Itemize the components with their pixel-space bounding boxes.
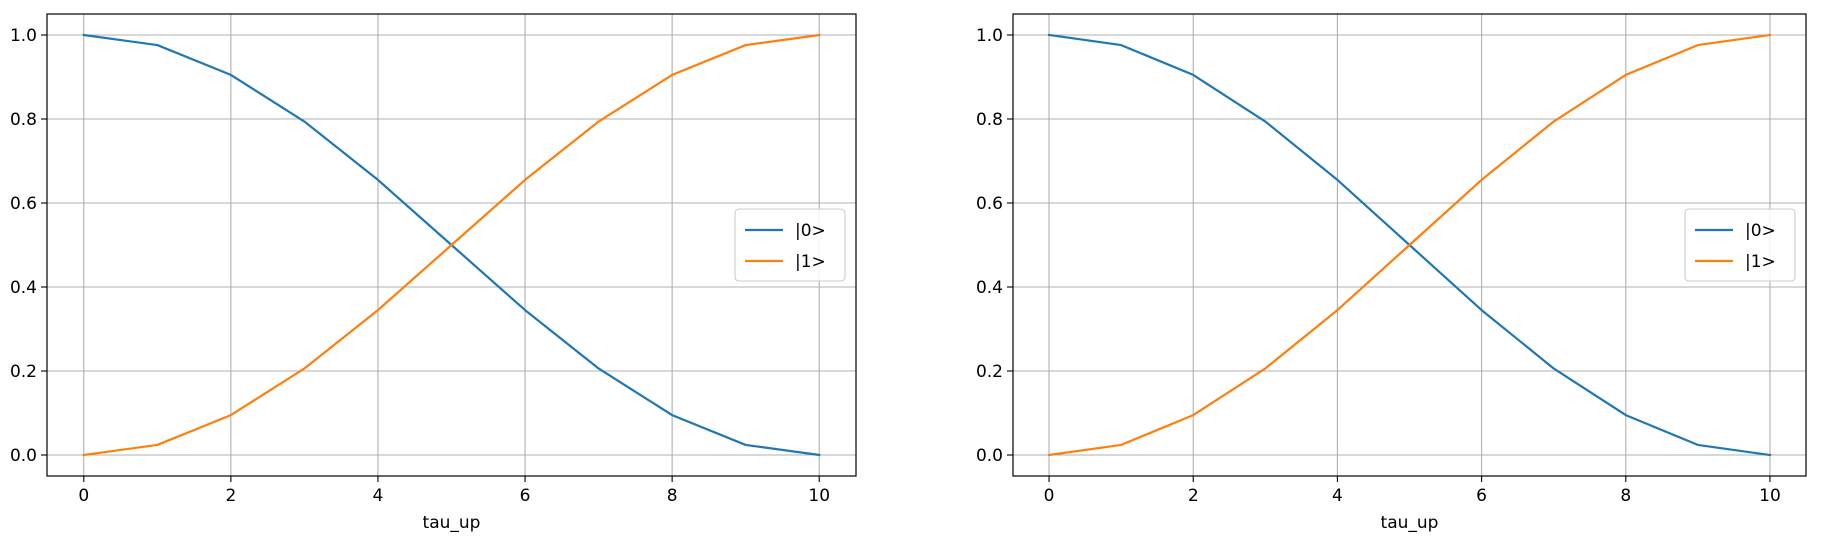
x-tick-label: 4 [373,486,384,506]
legend-label: |0> [1745,221,1776,241]
x-axis-label: tau_up [423,513,481,533]
y-tick-label: 0.4 [10,278,37,298]
series-line-ket1 [82,33,821,457]
y-tick-label: 1.0 [976,26,1003,46]
x-tick-label: 6 [520,486,531,506]
x-tick-label: 10 [808,486,830,506]
y-tick-label: 1.0 [10,26,37,46]
x-tick-label: 2 [225,486,236,506]
y-tick-label: 0.6 [10,194,37,214]
x-tick-label: 0 [78,486,89,506]
legend-label: |1> [795,252,826,272]
chart-panel-2: 0 2 4 6 8 10 0.0 0.2 0.4 0.6 0.8 1.0 tau_up |0> |1> [976,13,1807,533]
y-tick-label: 0.4 [976,278,1003,298]
chart-panel-1: 0 2 4 6 8 10 0.0 0.2 0.4 0.6 0.8 1.0 tau_up |0> |1> [10,13,857,533]
axes-frame [1012,13,1807,477]
legend: |0> |1> [734,208,846,282]
x-tick-label: 8 [667,486,678,506]
x-axis-label: tau_up [1381,513,1439,533]
series-line-ket1 [1047,33,1772,457]
y-tick-label: 0.2 [10,362,37,382]
y-tick-label: 0.0 [10,446,37,466]
x-tick-label: 4 [1332,486,1343,506]
x-tick-label: 10 [1759,486,1781,506]
legend-label: |1> [1745,252,1776,272]
x-tick-label: 0 [1044,486,1055,506]
y-tick-label: 0.0 [976,446,1003,466]
legend-box [734,208,846,282]
legend-box [1684,208,1796,282]
x-tick-label: 2 [1188,486,1199,506]
axes-frame [46,13,857,477]
x-tick-label: 8 [1620,486,1631,506]
legend-label: |0> [795,221,826,241]
y-tick-label: 0.8 [976,110,1003,130]
legend: |0> |1> [1684,208,1796,282]
y-tick-label: 0.8 [10,110,37,130]
y-tick-label: 0.2 [976,362,1003,382]
y-tick-label: 0.6 [976,194,1003,214]
x-tick-label: 6 [1476,486,1487,506]
